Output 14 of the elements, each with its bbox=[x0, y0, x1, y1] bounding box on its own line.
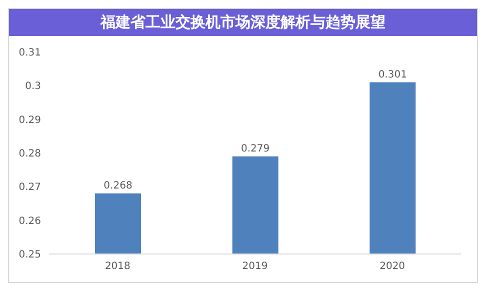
chart-title: 福建省工业交换机市场深度解析与趋势展望 bbox=[9, 9, 477, 36]
data-label: 0.268 bbox=[104, 180, 132, 192]
x-tick-label: 2020 bbox=[380, 261, 406, 272]
y-tick-label: 0.3 bbox=[25, 81, 41, 92]
y-tick-label: 0.28 bbox=[18, 148, 41, 160]
data-label: 0.279 bbox=[241, 143, 270, 154]
x-tick-label: 2018 bbox=[104, 261, 130, 272]
y-tick-label: 0.27 bbox=[18, 182, 41, 194]
data-label: 0.301 bbox=[378, 69, 407, 80]
y-tick-label: 0.31 bbox=[18, 48, 41, 59]
y-tick-label: 0.29 bbox=[18, 114, 41, 126]
y-tick-label: 0.25 bbox=[18, 250, 41, 261]
y-tick-label: 0.26 bbox=[18, 216, 41, 227]
x-tick-label: 2019 bbox=[242, 261, 268, 272]
